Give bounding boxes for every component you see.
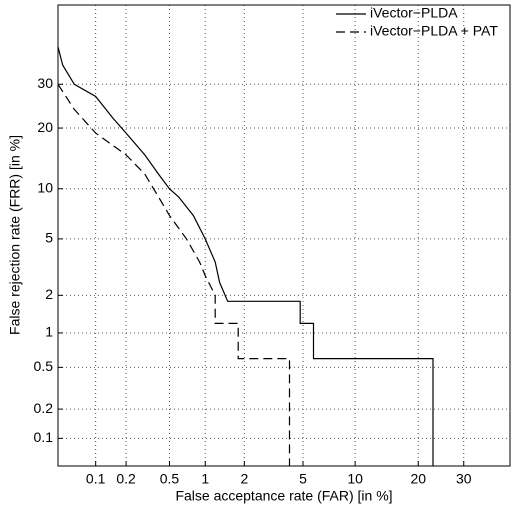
x-tick-label: 1 bbox=[201, 471, 209, 487]
x-axis-label: False acceptance rate (FAR) [in %] bbox=[175, 488, 392, 504]
plot-background bbox=[58, 5, 510, 466]
x-tick-label: 2 bbox=[240, 471, 248, 487]
x-tick-label: 10 bbox=[347, 471, 363, 487]
y-tick-label: 10 bbox=[37, 179, 53, 195]
y-axis-label: False rejection rate (FRR) [in %] bbox=[7, 135, 23, 335]
legend-label: iVector−PLDA + PAT bbox=[370, 23, 498, 39]
y-tick-label: 0.2 bbox=[34, 400, 54, 416]
y-tick-label: 0.1 bbox=[34, 429, 54, 445]
x-tick-label: 20 bbox=[410, 471, 426, 487]
y-tick-label: 0.5 bbox=[34, 358, 54, 374]
y-tick-label: 30 bbox=[37, 75, 53, 91]
y-tick-label: 5 bbox=[45, 230, 53, 246]
y-tick-label: 20 bbox=[37, 119, 53, 135]
legend-label: iVector−PLDA bbox=[370, 5, 458, 21]
x-tick-label: 0.1 bbox=[86, 471, 106, 487]
series-line bbox=[57, 46, 434, 466]
x-tick-label: 0.2 bbox=[116, 471, 136, 487]
x-tick-label: 30 bbox=[456, 471, 472, 487]
y-tick-label: 1 bbox=[45, 324, 53, 340]
x-tick-label: 5 bbox=[299, 471, 307, 487]
y-tick-label: 2 bbox=[45, 286, 53, 302]
x-tick-label: 0.5 bbox=[160, 471, 180, 487]
series-line bbox=[57, 83, 291, 466]
plot-frame bbox=[57, 4, 511, 467]
